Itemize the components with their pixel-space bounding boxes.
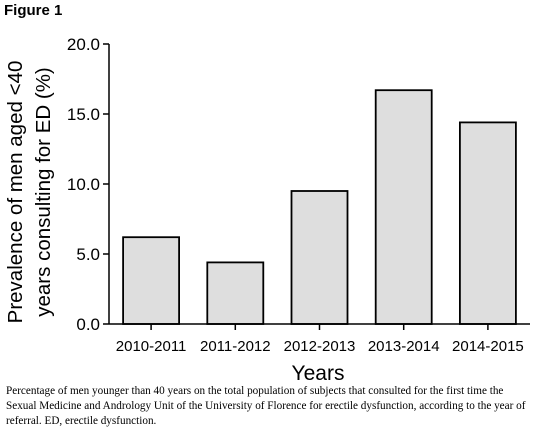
y-axis-label: Prevalence of men aged <40 years consulti…	[4, 61, 55, 324]
y-tick-label: 5.0	[76, 245, 100, 264]
bar-2014-2015	[458, 121, 517, 325]
bar-2013-2014	[374, 89, 433, 325]
bar-2012-2013	[290, 190, 349, 325]
bar-chart: Prevalence of men aged <40 years consulti…	[4, 35, 530, 385]
figure-label: Figure 1	[4, 2, 63, 19]
figure-caption: Percentage of men younger than 40 years …	[6, 385, 526, 427]
y-tick-label: 0.0	[76, 315, 100, 334]
x-axis-title: Years	[292, 362, 345, 385]
x-tick-label: 2011-2012	[200, 338, 271, 355]
bar-2010-2011	[122, 236, 180, 325]
x-tick-label: 2010-2011	[116, 338, 187, 355]
y-axis-label-line: years consulting for ED (%)	[32, 67, 55, 317]
y-axis: 0.0 5.0 10.0 15.0 20.0	[67, 35, 110, 334]
y-tick-label: 15.0	[67, 105, 100, 124]
x-tick-label: 2014-2015	[452, 338, 524, 355]
x-tick-label: 2012-2013	[284, 338, 356, 355]
bars	[122, 89, 517, 325]
x-axis: 2010-2011 2011-2012 2012-2013 2013-2014 2014…	[109, 323, 530, 355]
y-tick-label: 10.0	[67, 175, 100, 194]
x-tick-label: 2013-2014	[368, 338, 440, 355]
y-tick-label: 20.0	[67, 35, 100, 54]
y-axis-label-line: Prevalence of men aged <40	[4, 61, 27, 324]
bar-2011-2012	[206, 261, 265, 325]
